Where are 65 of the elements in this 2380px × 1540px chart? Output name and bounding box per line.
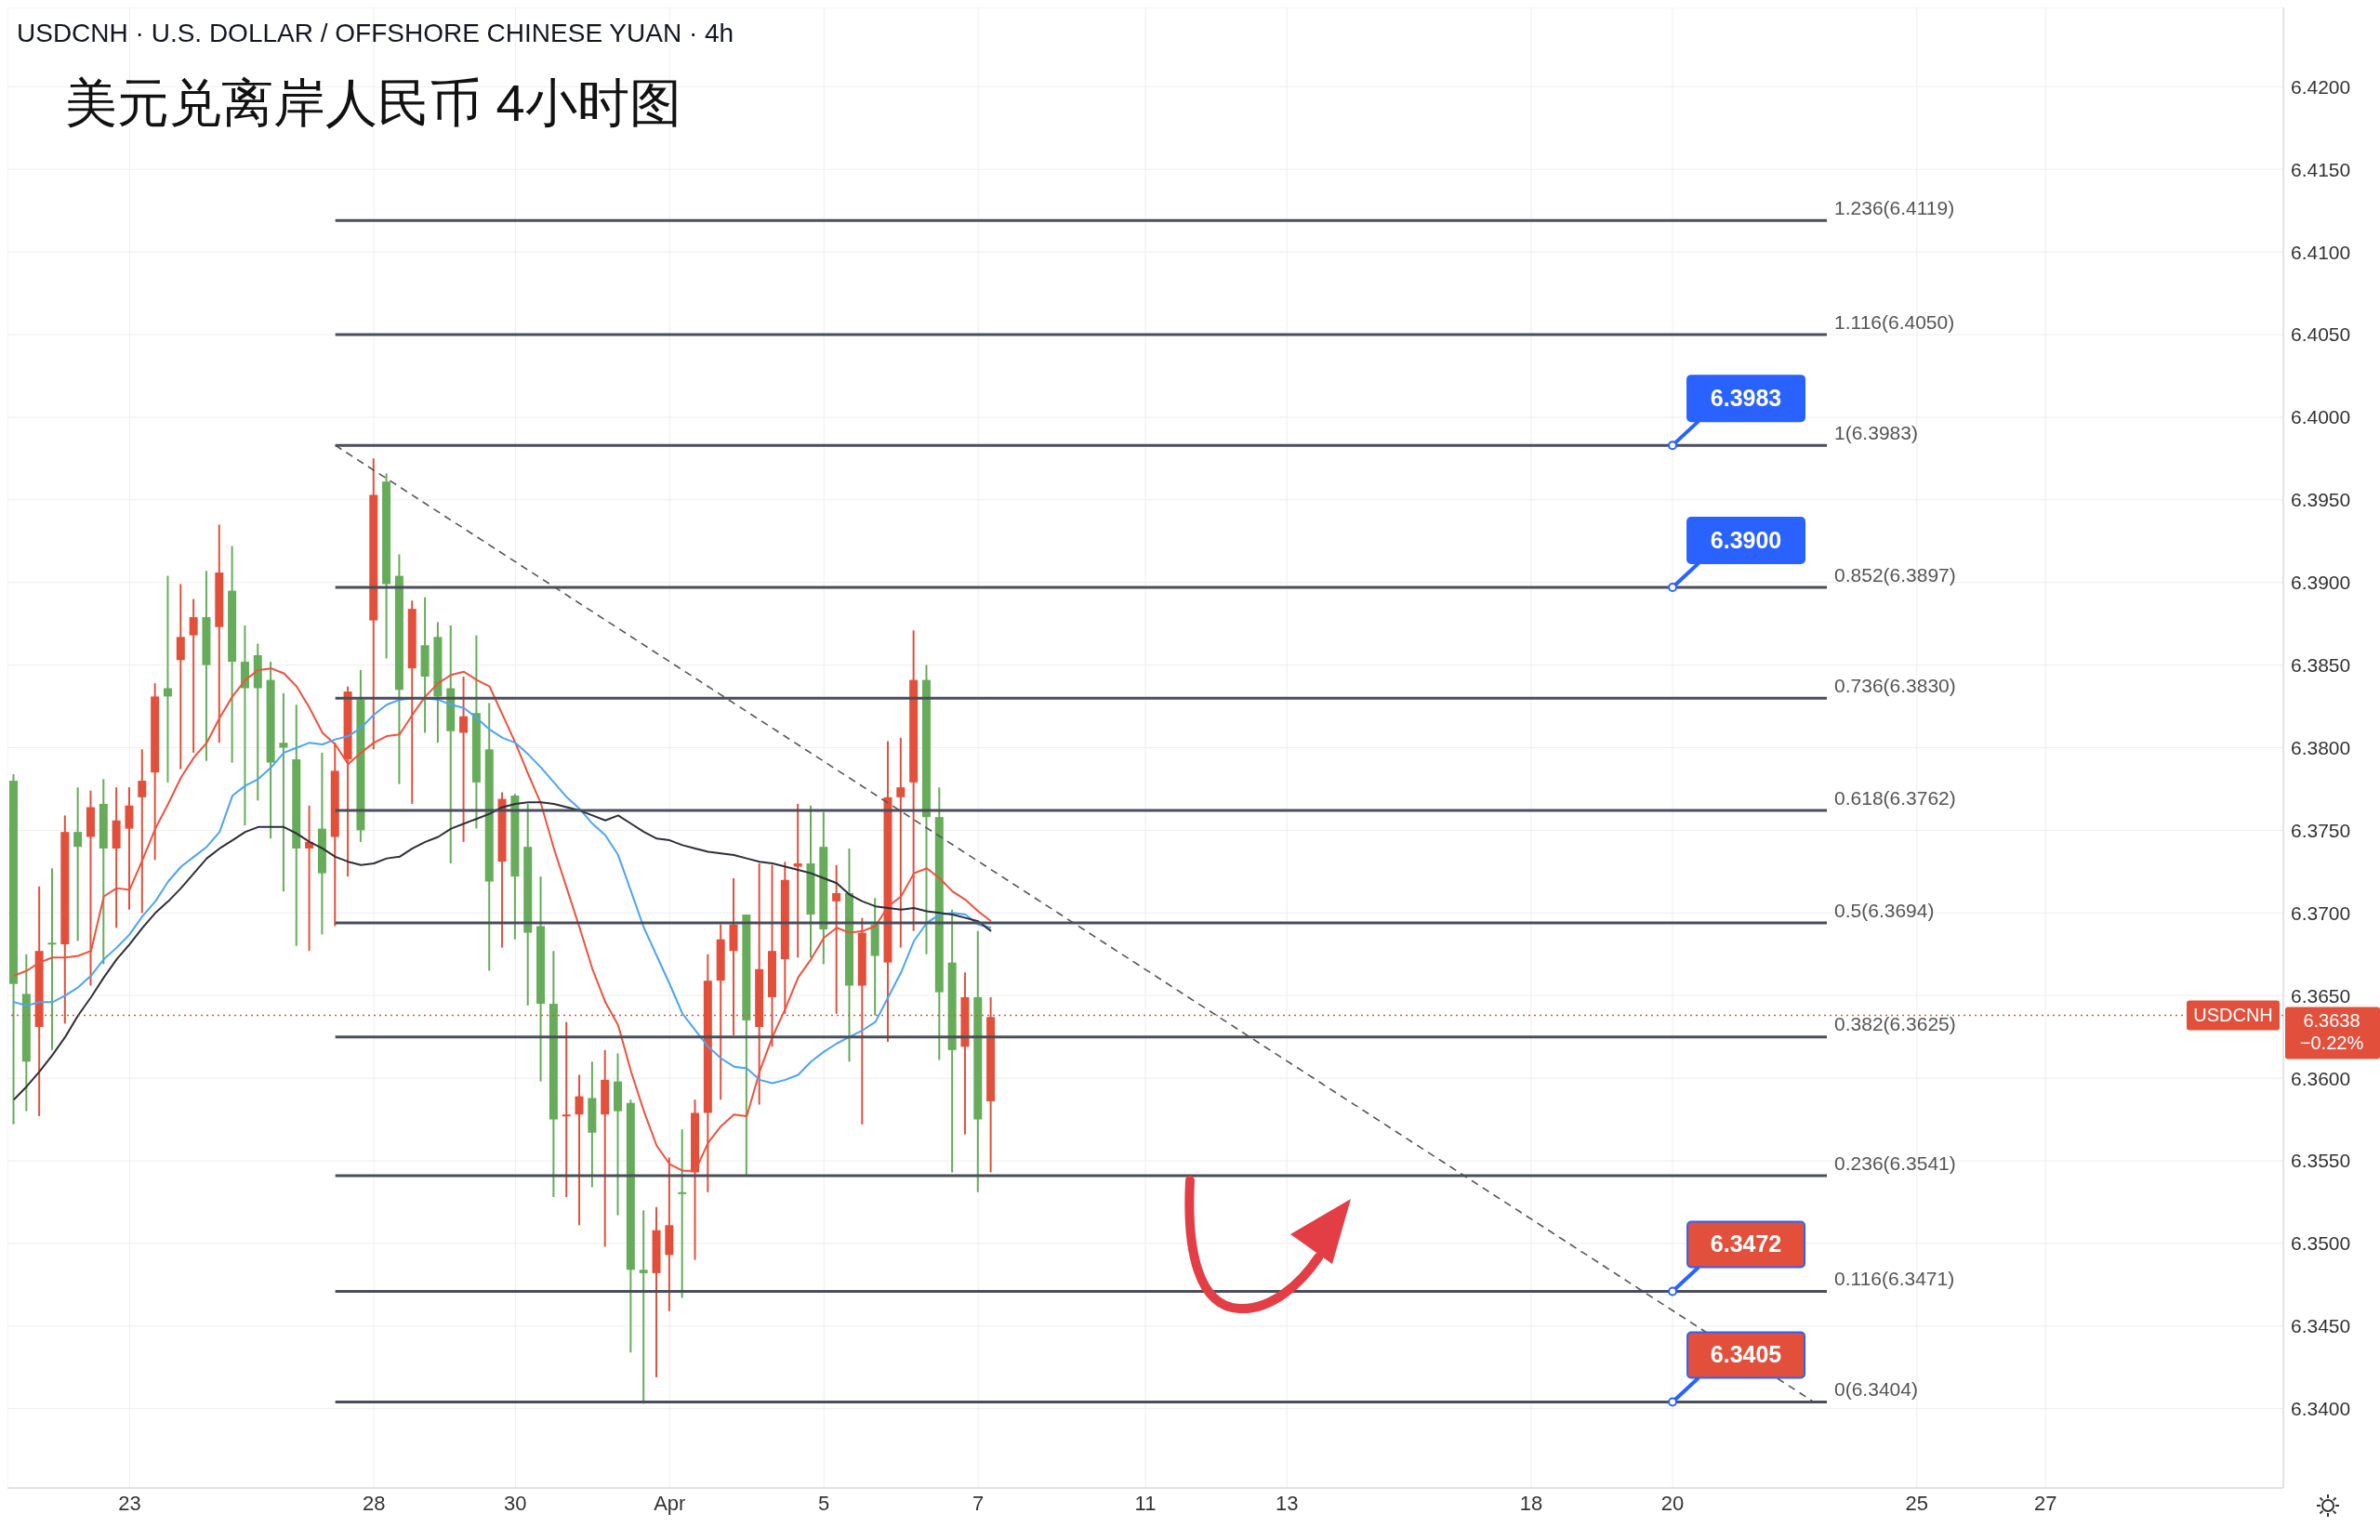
x-tick-label: 11 [1134,1491,1157,1515]
annotation: 6.3472 [1710,1231,1782,1257]
ref-line-label: 0.852(6.3897) [1834,563,1956,586]
y-tick-label: 6.3650 [2291,984,2351,1007]
annotation: 6.3900 [1710,526,1782,553]
ref-line-label: 0.736(6.3830) [1834,674,1956,696]
candlestick [73,786,83,942]
ref-line-label: 1.116(6.4050) [1834,310,1955,333]
candlestick [793,802,802,959]
candlestick [279,691,288,893]
y-tick-label: 6.3850 [2291,654,2351,677]
ref-line-label: 0(6.3404) [1834,1378,1918,1401]
x-tick-label: 18 [1519,1491,1543,1515]
y-tick-label: 6.4150 [2291,158,2351,180]
y-tick-label: 6.3900 [2291,572,2351,594]
ref-line-label: USDCNH [2193,1004,2273,1025]
ref-line-label: 1(6.3983) [1834,421,1918,443]
line-series [12,667,993,1172]
candlestick [678,1128,687,1299]
candlestick [47,867,57,1051]
y-tick-label: 6.4000 [2291,406,2351,428]
ref-line-label: 0.618(6.3762) [1834,786,1956,809]
text: 美元兑离岸人民币 4小时图 [65,72,681,134]
candlestick [896,736,906,949]
ref-line-label: 0.236(6.3541) [1834,1152,1956,1174]
x-tick-label: 27 [2033,1491,2057,1515]
y-tick-label: 6.4050 [2291,323,2351,346]
line-series [12,801,993,1101]
candlestick [562,1020,571,1199]
y-tick-label: 6.3400 [2291,1398,2351,1420]
y-tick-label: 6.3550 [2291,1150,2351,1172]
annotation: 6.3983 [1710,384,1782,411]
y-tick-label: 6.3600 [2291,1067,2351,1089]
y-tick-label: 6.3450 [2291,1315,2351,1337]
ref-line-label: 0.116(6.3471) [1834,1267,1955,1289]
candlestick [176,583,185,770]
y-tick-label: 6.4200 [2291,75,2351,98]
candlestick [459,676,469,843]
candlestick [189,598,198,754]
y-tick-label: 6.3800 [2291,736,2351,758]
chart-subtitle: USDCNH · U.S. DOLLAR / OFFSHORE CHINESE YUAN · 4h [17,19,734,48]
y-tick-label: 6.3950 [2291,489,2351,511]
y-tick-label: 6.3750 [2291,819,2351,841]
candlestick [575,1073,584,1227]
x-tick-label: 30 [504,1491,527,1515]
candlestick [163,574,172,783]
text: 6.3638 [2303,1009,2360,1031]
x-tick-label: 25 [1905,1491,1929,1515]
ref-line-label: 1.236(6.4119) [1834,196,1955,218]
annotation: 6.3405 [1710,1341,1782,1368]
line-series [12,697,993,1085]
x-tick-label: Apr [654,1491,686,1515]
ref-line-label: 0.382(6.3625) [1834,1013,1956,1035]
x-tick-label: 5 [818,1491,830,1515]
candlestick [138,748,147,915]
ref-line-label: 0.5(6.3694) [1834,899,1935,921]
y-tick-label: 6.3700 [2291,902,2351,924]
x-tick-label: 28 [362,1491,386,1515]
x-tick-label: 7 [972,1491,985,1515]
y-tick-label: 6.4100 [2291,241,2351,263]
text: −0.22% [2299,1032,2364,1053]
x-tick-label: 20 [1660,1491,1685,1515]
x-tick-label: 13 [1275,1491,1299,1515]
y-tick-label: 6.3500 [2291,1232,2351,1255]
x-tick-label: 23 [118,1491,141,1515]
